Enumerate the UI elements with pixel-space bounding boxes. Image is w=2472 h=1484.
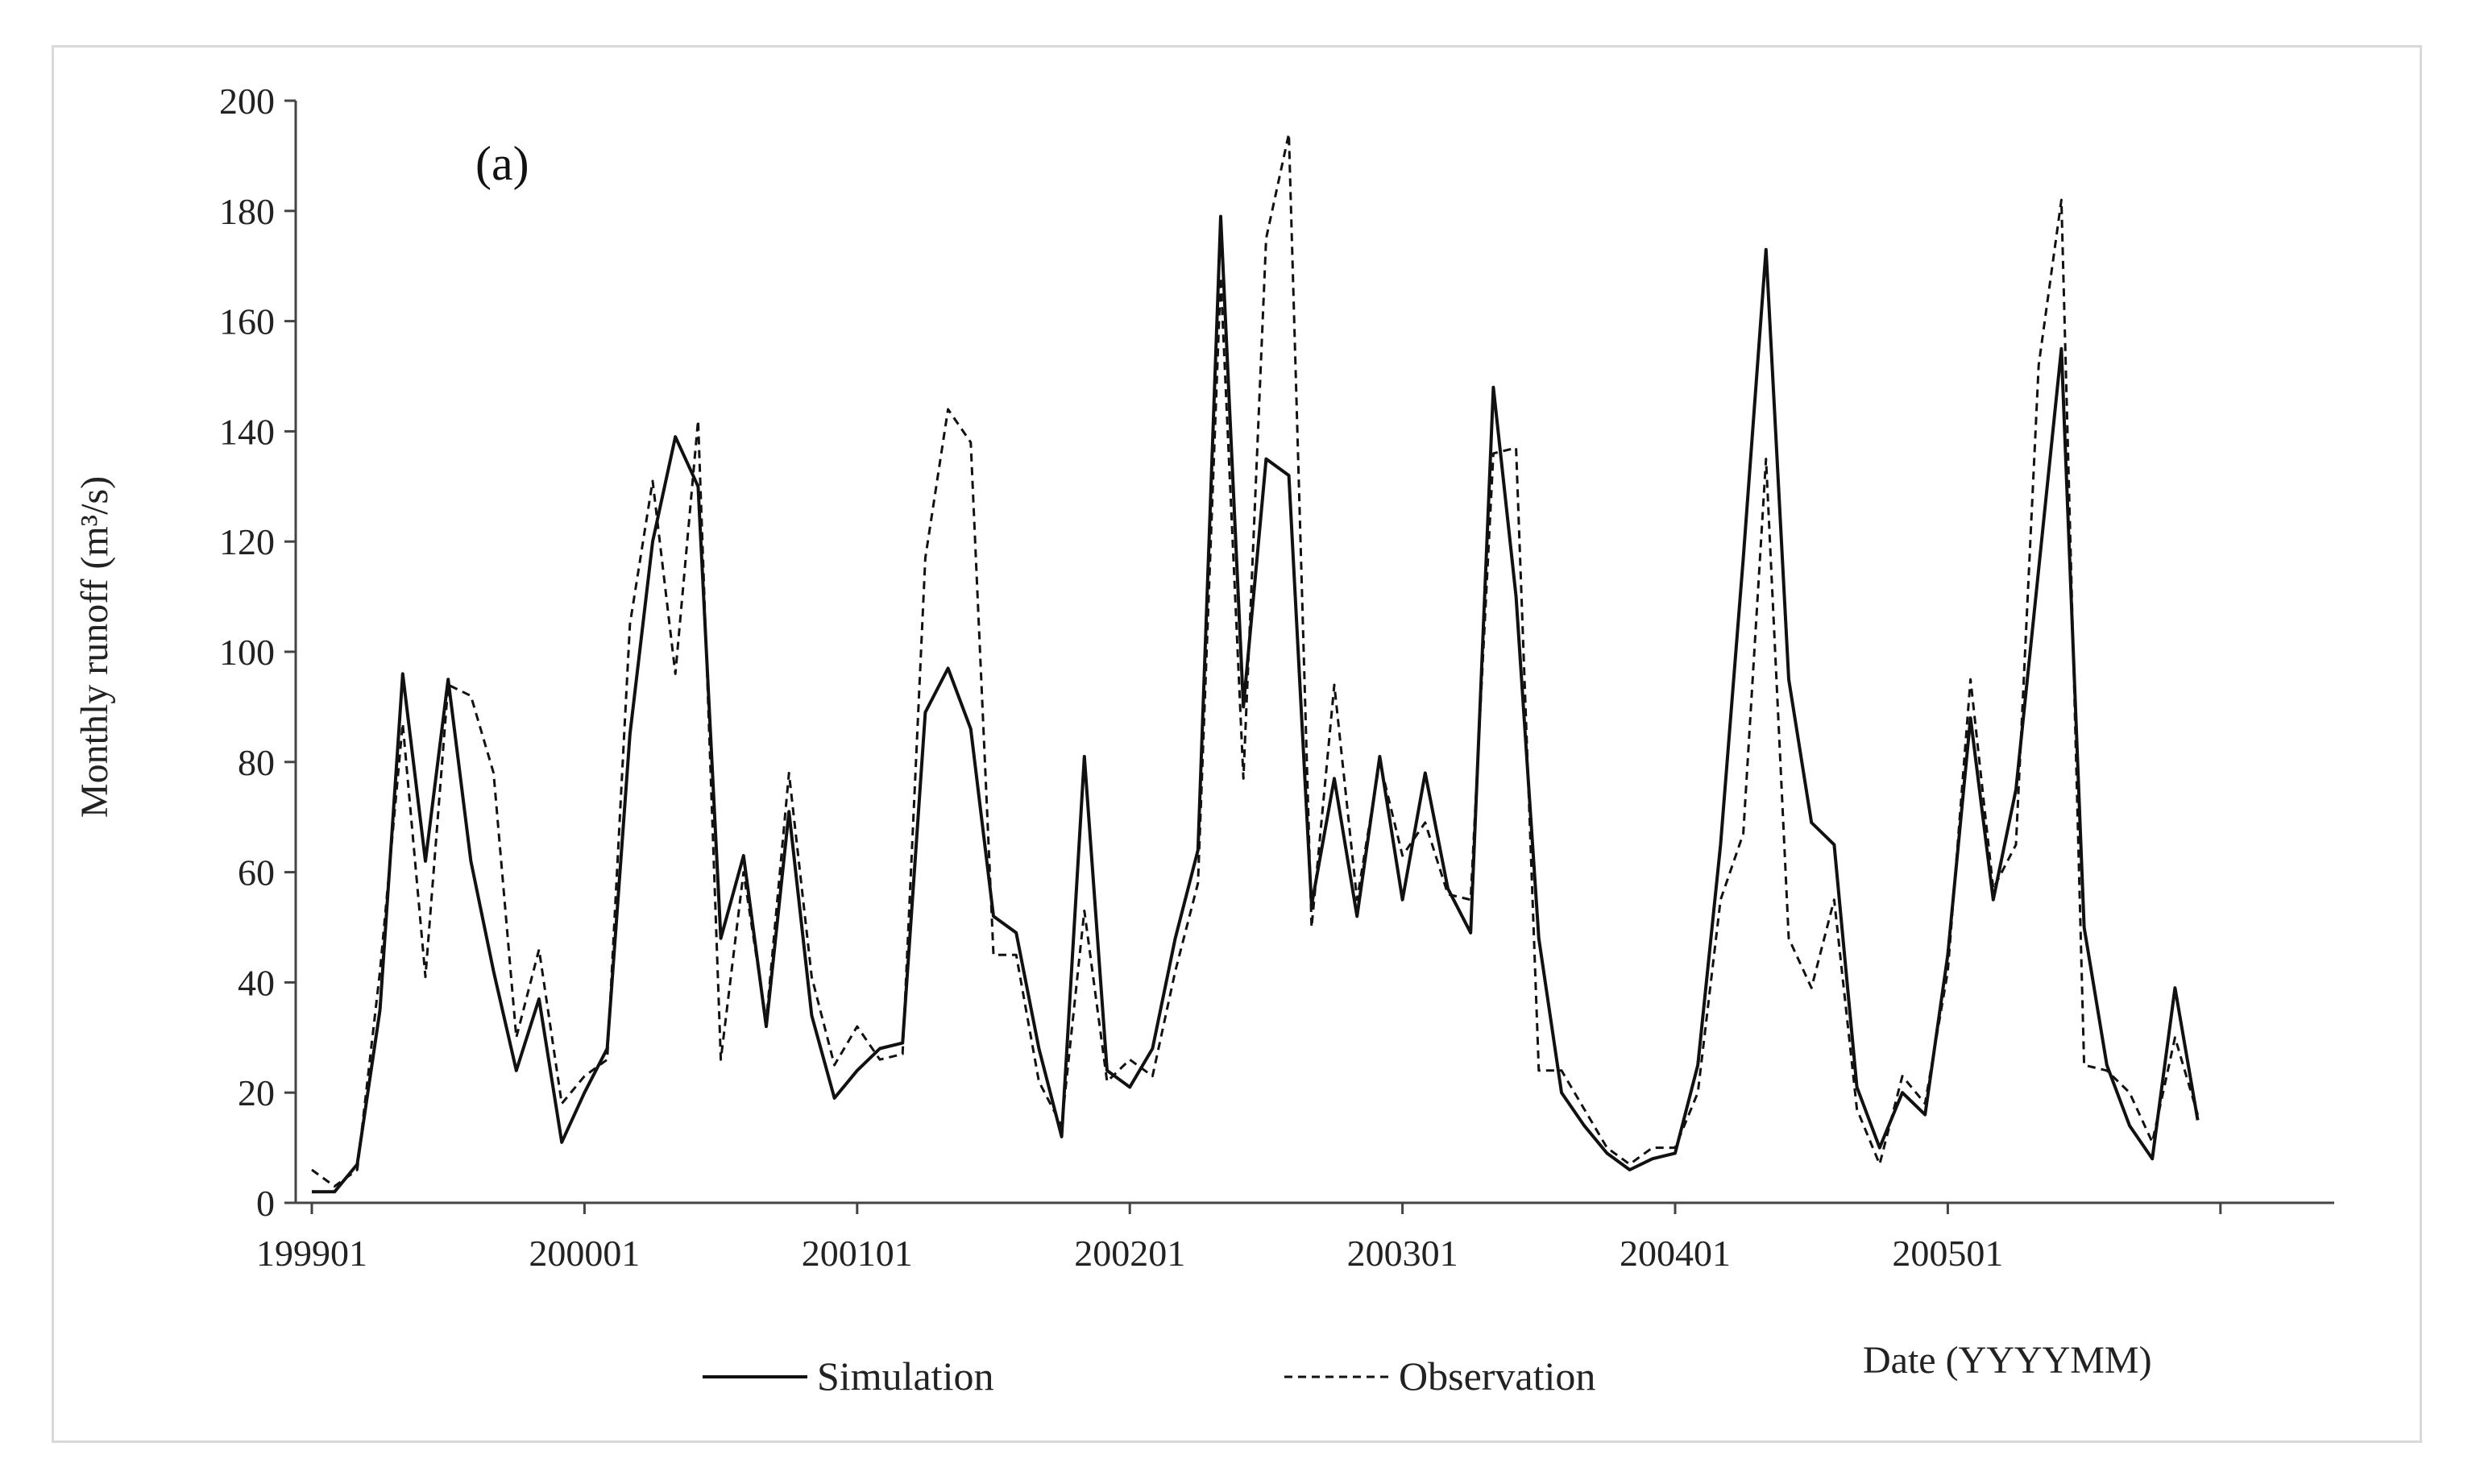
y-tick-label: 100 (219, 632, 275, 673)
y-tick-label: 60 (238, 852, 275, 893)
chart-frame: 0 20 40 60 80 100 120 140 160 180 200 199901 200001… (52, 45, 2422, 1443)
y-tick-label: 180 (219, 191, 275, 232)
y-tick-label: 20 (238, 1072, 275, 1113)
series-line-simulation (312, 214, 2200, 1194)
x-tick-label: 200401 (1620, 1233, 1731, 1274)
x-axis-title: Date (YYYYMM) (1863, 1339, 2152, 1382)
legend: Simulation Observation (703, 1353, 1595, 1399)
x-tick-label: 200201 (1074, 1233, 1185, 1274)
x-tick-label: 200001 (529, 1233, 640, 1274)
y-tick-label: 0 (256, 1183, 275, 1224)
y-axis: 0 20 40 60 80 100 120 140 160 180 200 (219, 81, 297, 1224)
y-axis-title: Monthly runoff (m³/s) (73, 476, 116, 818)
series-layer (311, 132, 2200, 1194)
y-tick-label: 40 (238, 962, 275, 1003)
x-tick-label: 199901 (256, 1233, 367, 1274)
x-tick-label: 200501 (1892, 1233, 2003, 1274)
x-axis: 199901 200001 200101 200201 200301 200401 2005… (256, 1201, 2334, 1274)
runoff-line-chart: 0 20 40 60 80 100 120 140 160 180 200 199901 200001… (73, 81, 2334, 1399)
legend-simulation-label: Simulation (817, 1353, 993, 1399)
x-tick-label: 200101 (802, 1233, 913, 1274)
y-tick-label: 140 (219, 411, 275, 452)
series-line-observation (311, 132, 2200, 1188)
y-tick-label: 160 (219, 301, 275, 342)
y-tick-label: 80 (238, 742, 275, 783)
y-tick-label: 120 (219, 521, 275, 562)
legend-observation-label: Observation (1399, 1353, 1595, 1399)
y-tick-label: 200 (219, 81, 275, 122)
panel-label: (a) (475, 137, 529, 190)
x-tick-label: 200301 (1347, 1233, 1458, 1274)
